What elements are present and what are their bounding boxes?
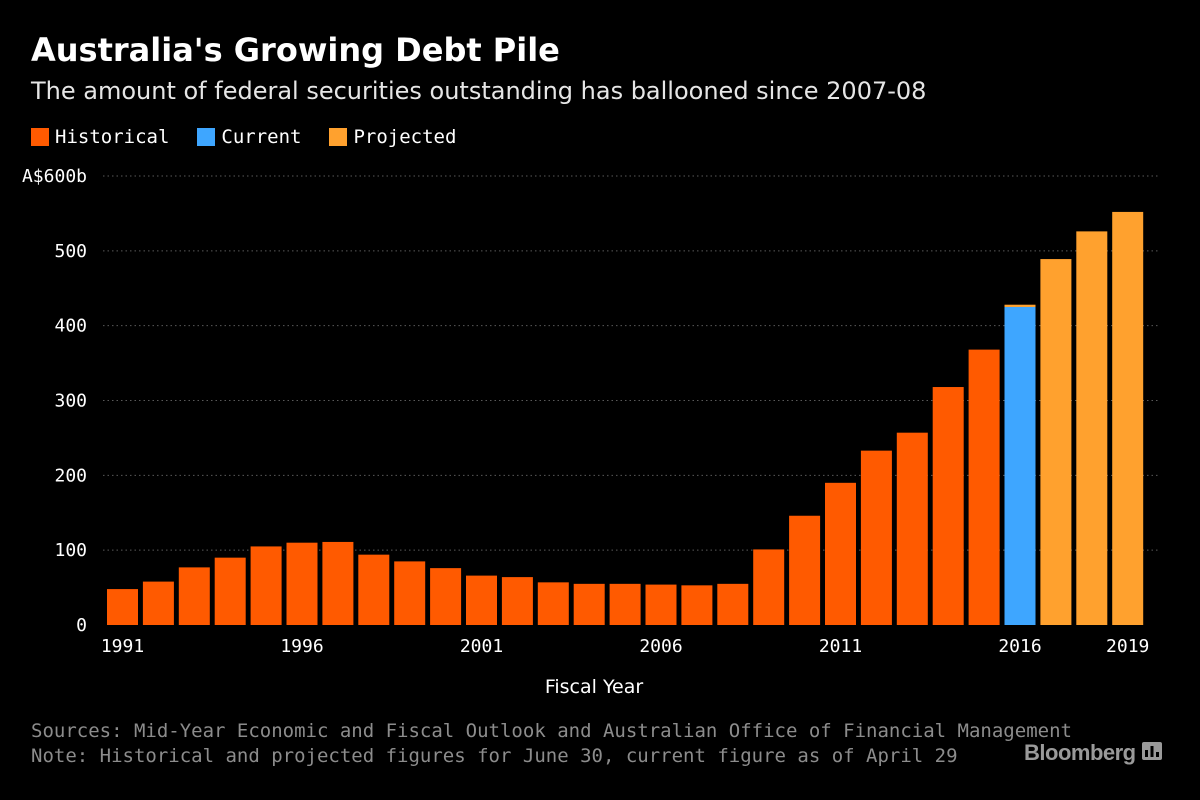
y-tick-label-500: 500 [54, 241, 87, 262]
bar-2006-historical [645, 584, 677, 625]
gridlines [103, 175, 1160, 551]
bloomberg-chart-icon [1141, 740, 1162, 766]
bar-2016-current [1004, 306, 1036, 625]
bar-2009-historical [753, 549, 785, 625]
bar-1991-historical [107, 589, 138, 625]
y-tick-label-400: 400 [54, 316, 87, 337]
bar-2000-historical [430, 568, 462, 625]
legend-label-current: Current [221, 126, 302, 148]
legend-item-projected: Projected [329, 126, 456, 148]
bar-1995-historical [250, 546, 282, 625]
bar-2018-projected [1076, 231, 1108, 626]
x-axis-tick-labels: 1991 1996 2001 2006 2011 2016 2019 [101, 636, 1150, 657]
bar-1996-historical [286, 542, 318, 625]
bloomberg-logo: Bloomberg [1024, 740, 1162, 766]
bar-2003-historical [537, 582, 569, 625]
bar-2002-historical [501, 577, 533, 625]
y-tick-label-300: 300 [54, 391, 87, 412]
bar-1993-historical [178, 567, 210, 625]
x-tick-label-2006: 2006 [639, 636, 682, 657]
x-tick-label-2001: 2001 [460, 636, 503, 657]
bar-2014-historical [932, 387, 964, 625]
bar-1999-historical [394, 561, 426, 625]
bar-1994-historical [214, 557, 246, 625]
bar-2015-historical [968, 349, 1000, 625]
note-text: Note: Historical and projected figures f… [31, 745, 958, 767]
x-tick-label-2011: 2011 [819, 636, 862, 657]
x-tick-label-2016: 2016 [998, 636, 1041, 657]
legend-label-historical: Historical [55, 126, 170, 148]
x-tick-label-1996: 1996 [280, 636, 323, 657]
brand-text: Bloomberg [1024, 740, 1136, 765]
bar-2019-projected [1112, 211, 1144, 626]
bar-2013-historical [896, 432, 928, 625]
bars [107, 211, 1144, 626]
bar-2017-projected [1040, 259, 1072, 625]
bar-2010-historical [789, 515, 821, 625]
bar-2012-historical [860, 450, 892, 625]
y-tick-label-0: 0 [76, 615, 87, 636]
legend-item-current: Current [197, 126, 301, 148]
bar-1998-historical [358, 554, 390, 625]
legend-swatch-current [197, 128, 216, 146]
y-tick-label-600: A$600b [22, 166, 87, 187]
bar-2004-historical [573, 583, 605, 625]
bar-2005-historical [609, 583, 641, 625]
y-tick-label-200: 200 [54, 465, 87, 486]
x-tick-label-2019: 2019 [1106, 636, 1149, 657]
bar-1992-historical [142, 581, 174, 625]
x-axis-label: Fiscal Year [545, 676, 644, 698]
bar-2011-historical [825, 482, 856, 625]
x-tick-label-1991: 1991 [101, 636, 144, 657]
bar-2007-historical [681, 585, 713, 625]
chart-subtitle: The amount of federal securities outstan… [31, 77, 927, 105]
bar-2001-historical [466, 575, 497, 625]
legend-swatch-historical [31, 128, 49, 146]
legend-item-historical: Historical [31, 126, 169, 148]
y-axis-tick-labels: 0 100 200 300 400 500 A$600b [22, 166, 87, 636]
y-tick-label-100: 100 [54, 540, 87, 561]
bar-1997-historical [322, 541, 354, 625]
legend-swatch-projected [329, 128, 348, 146]
legend-label-projected: Projected [353, 126, 457, 148]
source-text: Sources: Mid-Year Economic and Fiscal Ou… [31, 720, 1072, 742]
chart-title: Australia's Growing Debt Pile [31, 31, 560, 69]
legend: Historical Current Projected [31, 124, 484, 150]
bar-2008-historical [717, 583, 749, 625]
